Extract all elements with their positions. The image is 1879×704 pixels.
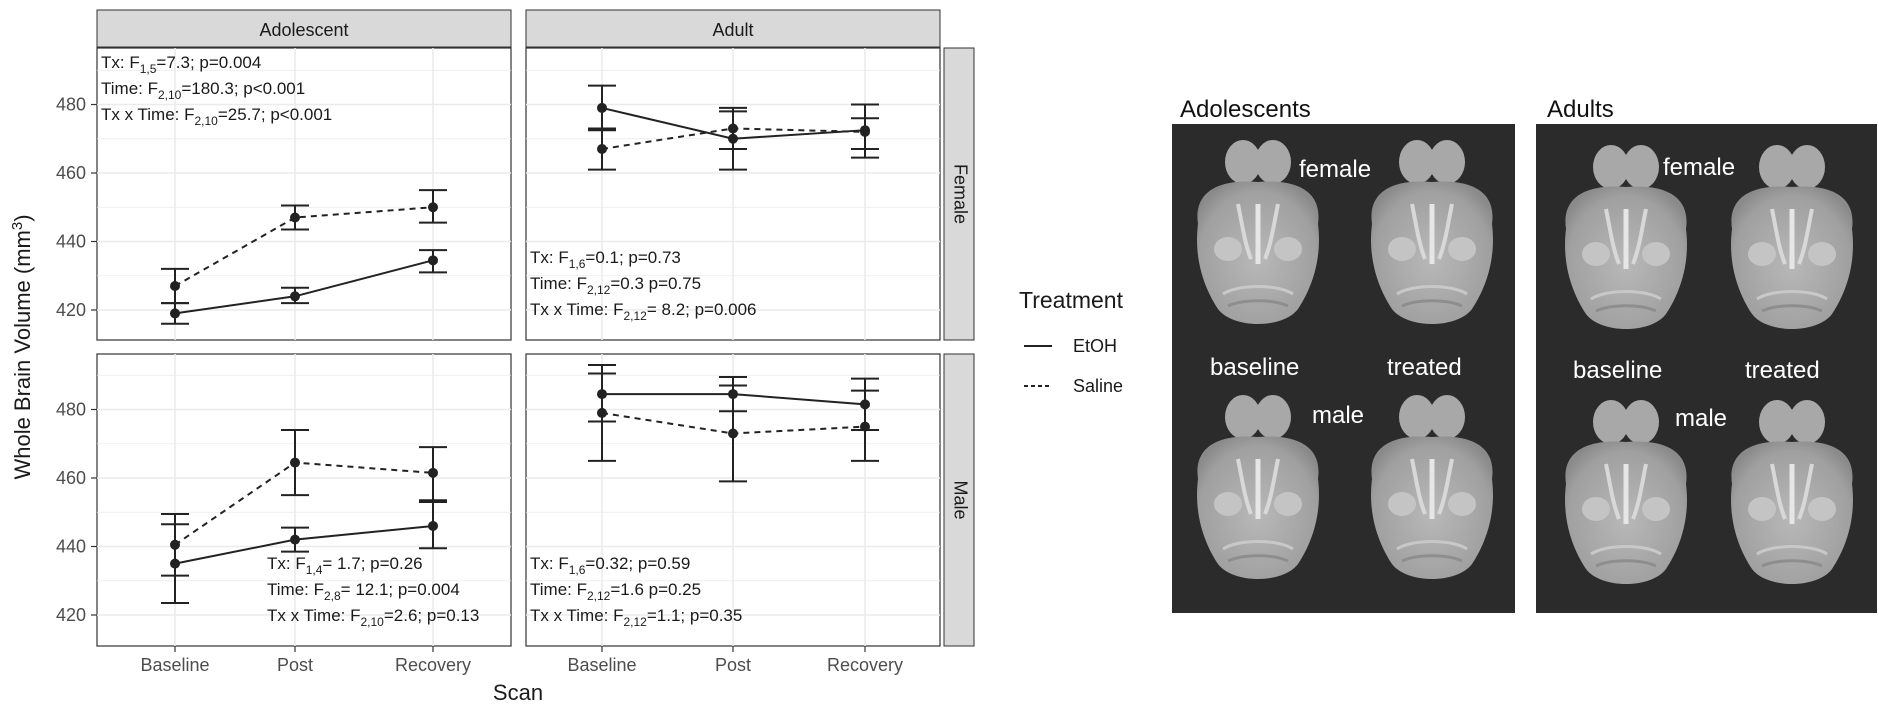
label-female: female	[1299, 156, 1372, 183]
series-line-saline	[174, 206, 434, 287]
x-tick-label: Post	[715, 655, 751, 675]
brain-panel-adolescents: female baseline treated male	[1172, 124, 1515, 613]
y-tick-label: 440	[56, 537, 86, 557]
label-treated: treated	[1387, 354, 1462, 381]
y-tick-label: 480	[56, 95, 86, 115]
data-point-saline	[428, 202, 438, 213]
facet-strip-label: Female	[950, 164, 970, 224]
brain-mri-image	[1371, 395, 1493, 579]
brain-panel-title-adults: Adults	[1547, 96, 1614, 123]
data-point-saline	[728, 428, 738, 439]
x-tick-label: Recovery	[827, 655, 903, 675]
stats-annotation: Time: F2,12=1.6 p=0.25	[530, 580, 701, 603]
legend-title: Treatment	[1019, 287, 1124, 313]
brain-mri-image	[1565, 400, 1687, 584]
brain-mri-image	[1731, 400, 1853, 584]
facet-strip-female	[943, 47, 975, 341]
label-baseline: baseline	[1210, 354, 1300, 381]
x-tick-label: Post	[277, 655, 313, 675]
data-point-etoh	[290, 534, 300, 545]
legend-label-saline: Saline	[1073, 376, 1123, 396]
data-point-etoh	[290, 291, 300, 302]
data-point-saline	[170, 281, 180, 292]
facet-strip-male	[943, 353, 975, 647]
y-tick-label: 460	[56, 468, 86, 488]
stats-annotation: Tx: F1,5=7.3; p=0.004	[101, 53, 261, 76]
y-tick-label: 420	[56, 605, 86, 625]
data-point-saline	[290, 212, 300, 223]
brain-mri-image	[1731, 145, 1853, 329]
stats-annotation: Tx: F1,6=0.32; p=0.59	[530, 554, 690, 577]
y-tick-label: 420	[56, 300, 86, 320]
facet-panel-adult-male: Tx: F1,6=0.32; p=0.59 Time: F2,12=1.6 p=0…	[525, 353, 941, 647]
brain-mri-image	[1197, 395, 1319, 579]
panel-border	[96, 47, 512, 341]
stats-annotation: Time: F2,8= 12.1; p=0.004	[267, 580, 460, 603]
data-point-saline	[290, 457, 300, 468]
facet-strip-label: Adult	[712, 20, 753, 40]
facet-strip-adolescent	[96, 9, 512, 48]
facet-strip-adult	[525, 9, 941, 48]
label-treated: treated	[1745, 357, 1820, 384]
x-tick-label: Baseline	[140, 655, 209, 675]
label-baseline: baseline	[1573, 357, 1663, 384]
data-point-saline	[428, 467, 438, 478]
x-tick-label: Recovery	[395, 655, 471, 675]
legend-label-etoh: EtOH	[1073, 336, 1117, 356]
stats-annotation: Tx x Time: F2,10=2.6; p=0.13	[267, 606, 479, 629]
facet-strip-label: Male	[950, 480, 970, 519]
data-point-saline	[860, 421, 870, 432]
y-tick-label: 460	[56, 163, 86, 183]
facet-panel-adolescent-male: Tx: F1,4= 1.7; p=0.26 Time: F2,8= 12.1; p…	[96, 353, 512, 647]
y-tick-label: 480	[56, 400, 86, 420]
stats-annotation: Tx: F1,6=0.1; p=0.73	[530, 248, 681, 271]
y-axis-title: Whole Brain Volume (mm3)	[9, 214, 35, 479]
facet-panel-adult-female: Tx: F1,6=0.1; p=0.73 Time: F2,12=0.3 p=0.…	[525, 47, 941, 341]
facet-strip-label: Adolescent	[259, 20, 348, 40]
label-female: female	[1663, 154, 1736, 181]
y-tick-label: 440	[56, 232, 86, 252]
x-tick-label: Baseline	[567, 655, 636, 675]
data-point-saline	[728, 123, 738, 134]
label-male: male	[1312, 402, 1365, 429]
data-point-saline	[597, 144, 607, 155]
data-point-saline	[860, 126, 870, 137]
panel-border	[96, 353, 512, 647]
brain-mri-image	[1371, 140, 1493, 324]
x-axis-title: Scan	[493, 680, 543, 704]
brain-panel-title-adolescents: Adolescents	[1180, 96, 1311, 123]
data-point-etoh	[170, 308, 180, 319]
label-male: male	[1675, 405, 1728, 432]
data-point-etoh	[428, 520, 438, 531]
stats-annotation: Tx x Time: F2,10=25.7; p<0.001	[101, 105, 332, 128]
brain-mri-image	[1565, 145, 1687, 329]
stats-annotation: Time: F2,10=180.3; p<0.001	[101, 79, 305, 102]
brain-mri-image	[1197, 140, 1319, 324]
data-point-saline	[597, 407, 607, 418]
stats-annotation: Tx: F1,4= 1.7; p=0.26	[267, 554, 423, 577]
stats-annotation: Tx x Time: F2,12=1.1; p=0.35	[530, 606, 742, 629]
data-point-etoh	[597, 102, 607, 113]
data-point-saline	[170, 539, 180, 550]
facet-panel-adolescent-female: Tx: F1,5=7.3; p=0.004 Time: F2,10=180.3; …	[96, 47, 512, 341]
stats-annotation: Time: F2,12=0.3 p=0.75	[530, 274, 701, 297]
brain-panel-adults: female baseline treated male	[1536, 124, 1877, 613]
stats-annotation: Tx x Time: F2,12= 8.2; p=0.006	[530, 300, 757, 323]
data-point-etoh	[428, 255, 438, 266]
